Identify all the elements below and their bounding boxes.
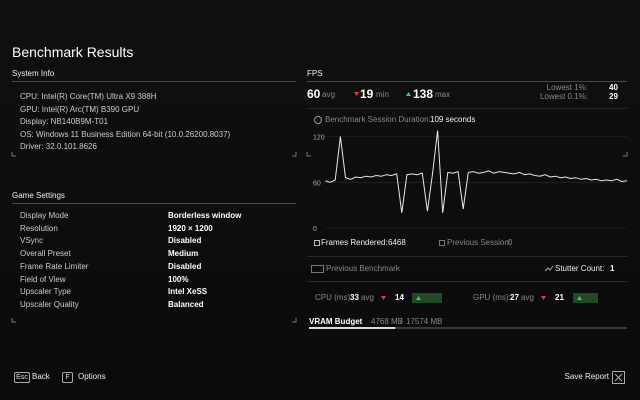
- system-info-row: CPU: Intel(R) Core(TM) Ultra X9 388H: [20, 92, 157, 101]
- y-tick-label: 120: [313, 135, 325, 142]
- unit: avg: [322, 90, 335, 99]
- divider: [307, 256, 627, 257]
- setting-value: Balanced: [168, 299, 204, 309]
- vram-total: 17574 MB: [406, 317, 443, 326]
- benchmark-icon: [311, 265, 324, 273]
- setting-label: Overall Preset: [20, 249, 71, 259]
- setting-value: 1920 × 1200: [168, 223, 213, 233]
- duration-label: Benchmark Session Duration:: [325, 115, 431, 124]
- stat-label: Frames Rendered:: [321, 238, 388, 247]
- setting-label: Resolution: [20, 223, 58, 233]
- key-hint: F: [62, 372, 73, 383]
- corner-marks: [11, 152, 628, 323]
- fps-min: 19: [360, 87, 374, 101]
- up-arrow: [406, 92, 411, 96]
- up-arrow: [416, 296, 421, 300]
- system-info-row: GPU: Intel(R) Arc(TM) B390 GPU: [20, 104, 140, 114]
- stat-value: 33: [350, 293, 359, 302]
- stat-label: GPU (ms):: [473, 293, 511, 302]
- y-tick-label: 0: [313, 226, 317, 233]
- divider: [12, 81, 296, 82]
- stat-value: 0: [508, 238, 513, 247]
- setting-label: Field of View: [20, 274, 66, 284]
- vram-used: 4768 MB: [371, 317, 404, 326]
- stat-value: 29: [609, 92, 618, 101]
- divider: [307, 108, 627, 109]
- down-arrow: [381, 296, 386, 300]
- setting-label: Upscaler Type: [20, 287, 71, 297]
- setting-label: VSync: [20, 236, 44, 246]
- highlight: [573, 293, 598, 303]
- key-hint: [612, 371, 625, 384]
- duration-value: 109 seconds: [430, 115, 476, 124]
- divider: [307, 281, 627, 282]
- options-button[interactable]: Options: [78, 372, 106, 381]
- stat-label: CPU (ms):: [315, 293, 353, 302]
- stat-label: Lowest 0.1%:: [539, 92, 588, 101]
- setting-value: Intel XeSS: [168, 287, 208, 297]
- unit: avg: [521, 293, 534, 302]
- setting-value: Medium: [168, 249, 199, 259]
- system-info-row: Display: NB140B9M-T01: [20, 117, 109, 126]
- clock-icon: [314, 116, 322, 124]
- stat-value: 21: [555, 293, 564, 302]
- fps-avg: 60: [307, 87, 321, 101]
- stat-label: Previous Session:: [447, 238, 512, 247]
- fps-line: [324, 130, 628, 213]
- previous-benchmark[interactable]: Previous Benchmark: [326, 264, 400, 273]
- setting-label: Frame Rate Limiter: [20, 261, 89, 271]
- checkbox[interactable]: [439, 240, 445, 246]
- up-arrow: [577, 296, 582, 300]
- stutter-icon: [544, 265, 554, 272]
- section-title: System Info: [12, 69, 55, 78]
- checkbox[interactable]: [314, 240, 320, 246]
- system-info-row: OS: Windows 11 Business Edition 64-bit (…: [20, 129, 231, 139]
- y-tick-label: 60: [313, 180, 321, 187]
- separator: /: [400, 317, 403, 326]
- stat-label: Lowest 1%:: [546, 83, 588, 92]
- down-arrow: [354, 92, 359, 96]
- vram-track: [309, 327, 627, 329]
- stat-value: 14: [395, 293, 404, 302]
- page-title: Benchmark Results: [12, 44, 134, 60]
- setting-label: Display Mode: [20, 211, 69, 220]
- stat-value: 40: [609, 83, 618, 92]
- setting-value: Disabled: [168, 236, 202, 246]
- corner: [11, 152, 628, 323]
- back-button[interactable]: Back: [32, 372, 50, 381]
- key-glyph: [614, 373, 623, 382]
- divider: [12, 203, 296, 204]
- vram-fill: [309, 327, 396, 329]
- fps-max: 138: [413, 87, 434, 101]
- down-arrow: [541, 296, 546, 300]
- save-report-button[interactable]: Save Report: [564, 372, 609, 381]
- setting-value: 100%: [168, 274, 189, 284]
- section-title: Game Settings: [12, 191, 65, 200]
- setting-value: Borderless window: [168, 211, 242, 220]
- unit: avg: [361, 293, 374, 302]
- stat-value: 27: [510, 293, 519, 302]
- divider: [307, 81, 627, 82]
- setting-label: Upscaler Quality: [20, 299, 79, 309]
- setting-value: Disabled: [168, 261, 202, 271]
- unit: min: [376, 90, 389, 99]
- stat-label: Stutter Count:: [555, 264, 605, 273]
- section-title: FPS: [307, 69, 323, 78]
- unit: max: [435, 90, 451, 99]
- vram-label: VRAM Budget: [309, 317, 363, 326]
- system-info-row: Driver: 32.0.101.8626: [20, 142, 97, 151]
- stat-value: 6468: [388, 238, 406, 247]
- highlight: [412, 293, 442, 303]
- stat-value: 1: [610, 264, 615, 273]
- key-hint: Esc: [14, 372, 30, 383]
